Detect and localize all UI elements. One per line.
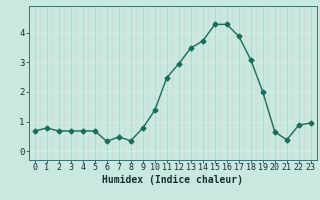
X-axis label: Humidex (Indice chaleur): Humidex (Indice chaleur): [102, 175, 243, 185]
